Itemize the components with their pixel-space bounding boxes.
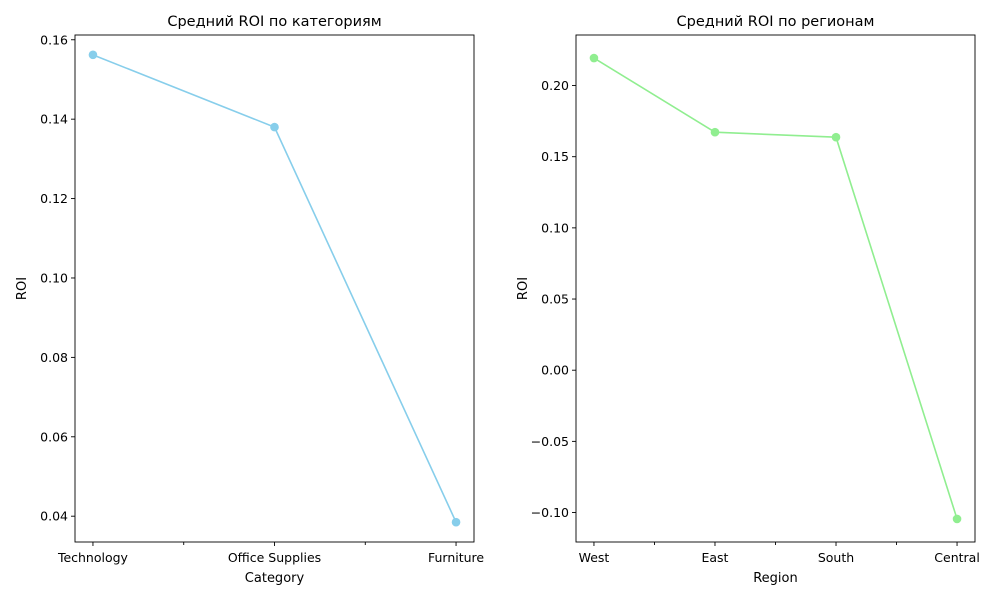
axis-ticks: 0.04 0.06 0.08 0.10 0.12 0.14 0.16 Technology Of… (40, 32, 484, 565)
data-marks (589, 53, 962, 524)
data-point (710, 127, 720, 137)
axis-ticks: −0.10 −0.05 0.00 0.05 0.10 0.15 0.20 West East So… (531, 78, 980, 565)
y-axis-label: ROI (516, 277, 531, 300)
chart-roi-by-region: Средний ROI по регионам Region ROI −0.10… (516, 14, 980, 586)
x-axis-label: Region (753, 571, 798, 586)
plot-frame (575, 34, 976, 543)
data-point (451, 517, 461, 527)
x-tick-label: Office Supplies (228, 550, 321, 565)
x-tick-label: East (701, 550, 728, 565)
y-axis-label: ROI (15, 277, 30, 300)
y-tick-label: 0.04 (40, 509, 68, 524)
series-line (593, 57, 958, 520)
x-tick-label: South (818, 550, 854, 565)
y-tick-label: 0.20 (541, 78, 569, 93)
y-tick-label: 0.10 (40, 270, 68, 285)
x-tick-label: Central (934, 550, 980, 565)
x-tick-label: Technology (57, 550, 129, 565)
chart-title: Средний ROI по категориям (167, 14, 381, 30)
y-tick-label: 0.06 (40, 429, 68, 444)
y-tick-label: 0.15 (541, 149, 569, 164)
y-tick-label: 0.16 (40, 32, 68, 47)
y-tick-label: 0.08 (40, 350, 68, 365)
data-point (952, 514, 962, 524)
data-point (589, 53, 599, 63)
x-axis-label: Category (245, 571, 305, 586)
data-point (88, 50, 98, 60)
y-tick-label: 0.14 (40, 112, 68, 127)
chart-roi-by-category: Средний ROI по категориям Category ROI 0… (15, 14, 484, 586)
y-tick-label: −0.10 (531, 505, 569, 520)
x-tick-label: West (579, 550, 610, 565)
data-point (270, 122, 279, 132)
x-tick-label: Furniture (428, 550, 484, 565)
data-point (831, 132, 841, 142)
y-tick-label: 0.05 (541, 292, 569, 307)
y-tick-label: 0.10 (541, 220, 569, 235)
plot-frame (74, 34, 475, 543)
chart-title: Средний ROI по регионам (677, 14, 875, 30)
data-marks (88, 50, 461, 527)
y-tick-label: −0.05 (531, 434, 569, 449)
y-tick-label: 0.00 (541, 363, 569, 378)
y-tick-label: 0.12 (40, 191, 68, 206)
